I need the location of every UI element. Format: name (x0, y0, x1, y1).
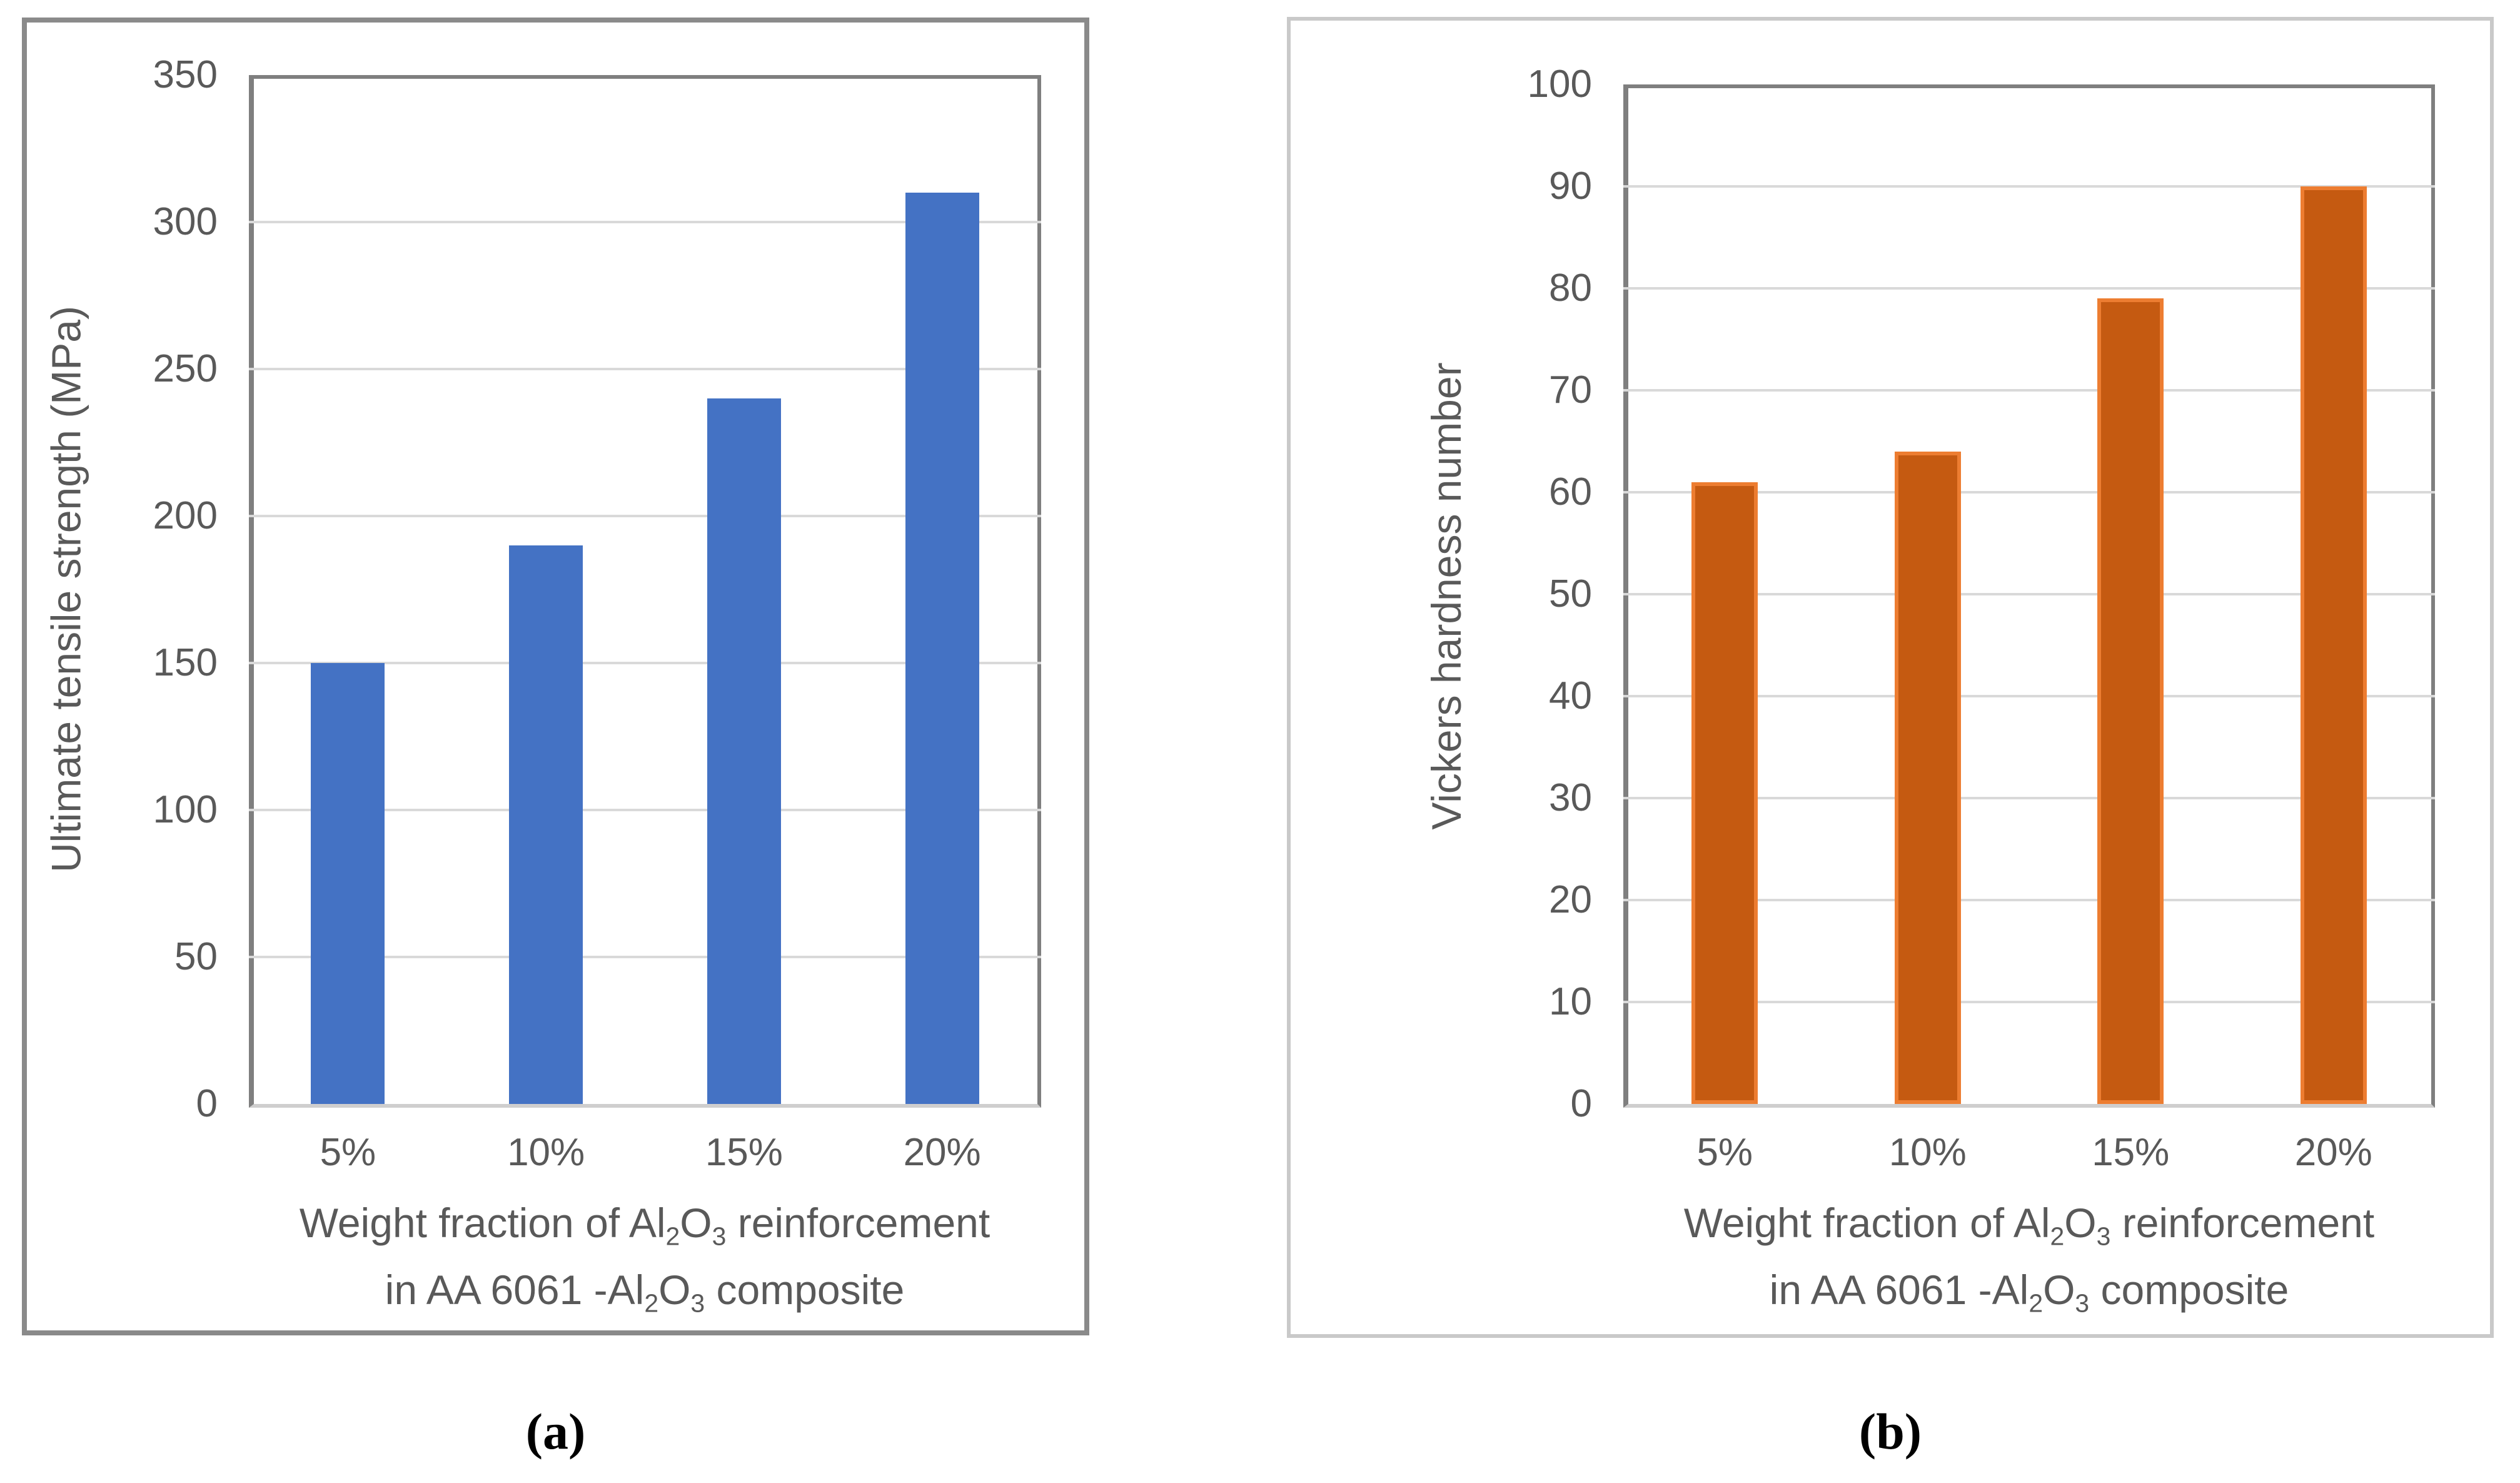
y-tick-label: 0 (196, 1082, 218, 1125)
bar-5% (1691, 482, 1758, 1104)
bar-10% (1894, 451, 1961, 1104)
x-tick-label: 15% (2092, 1131, 2170, 1174)
y-tick-label: 60 (1549, 470, 1592, 514)
x-axis-title-b-line1: Weight fraction of Al2O3 reinforcement (1683, 1200, 2375, 1251)
bar-20% (2300, 186, 2367, 1104)
caption-a: (a) (525, 1403, 586, 1460)
x-tick-label: 20% (2294, 1131, 2372, 1174)
bar-15% (2097, 298, 2164, 1104)
y-tick-label: 50 (174, 935, 218, 978)
gridline (1623, 491, 2435, 493)
bar-15% (707, 398, 781, 1104)
x-tick-label: 10% (1888, 1131, 1967, 1174)
x-tick-label: 5% (1696, 1131, 1753, 1174)
bar-10% (509, 545, 583, 1104)
chart-panel-b (1287, 17, 2494, 1338)
caption-b: (b) (1858, 1403, 1922, 1460)
gridline (249, 515, 1041, 517)
y-tick-label: 20 (1549, 878, 1592, 921)
y-tick-label: 70 (1549, 368, 1592, 412)
y-tick-label: 300 (153, 200, 218, 243)
plot-area-b (1623, 84, 2435, 1108)
gridline (1623, 287, 2435, 290)
gridline (1623, 593, 2435, 595)
gridline (1623, 695, 2435, 697)
gridline (249, 662, 1041, 664)
x-tick-label: 5% (320, 1131, 376, 1174)
gridline (1623, 797, 2435, 799)
gridline (249, 956, 1041, 958)
x-tick-label: 15% (705, 1131, 783, 1174)
x-axis-title-a-line1: Weight fraction of Al2O3 reinforcement (299, 1200, 990, 1251)
gridline (1623, 389, 2435, 392)
gridline (249, 809, 1041, 811)
plot-area-a (249, 75, 1041, 1108)
y-tick-label: 350 (153, 53, 218, 96)
gridline (1623, 185, 2435, 188)
y-tick-label: 90 (1549, 164, 1592, 208)
x-tick-label: 20% (903, 1131, 981, 1174)
y-tick-label: 100 (153, 788, 218, 831)
y-tick-label: 250 (153, 347, 218, 390)
y-tick-label: 200 (153, 494, 218, 537)
y-tick-label: 10 (1549, 980, 1592, 1023)
gridline (249, 221, 1041, 223)
bar-20% (905, 193, 979, 1104)
y-tick-label: 40 (1549, 674, 1592, 717)
bar-5% (311, 663, 385, 1104)
y-tick-label: 150 (153, 641, 218, 684)
x-axis-title-a-line2: in AA 6061 -Al2O3 composite (385, 1267, 905, 1318)
gridline (249, 368, 1041, 370)
x-tick-label: 10% (507, 1131, 585, 1174)
y-tick-label: 80 (1549, 266, 1592, 310)
gridline (1623, 1001, 2435, 1003)
y-tick-label: 0 (1570, 1082, 1592, 1125)
y-tick-label: 100 (1527, 63, 1592, 106)
y-tick-label: 30 (1549, 776, 1592, 819)
gridline (1623, 899, 2435, 901)
y-tick-label: 50 (1549, 572, 1592, 615)
x-axis-title-b-line2: in AA 6061 -Al2O3 composite (1769, 1267, 2289, 1318)
